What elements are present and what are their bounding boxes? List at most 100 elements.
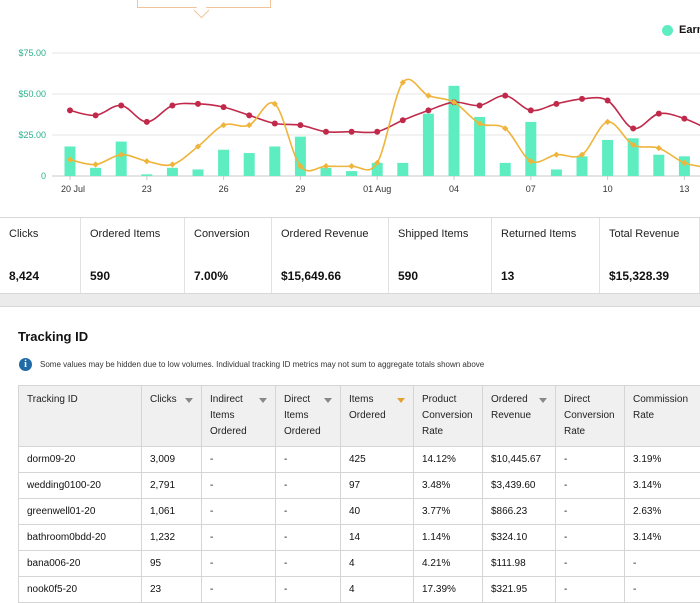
series-point[interactable] <box>528 107 534 113</box>
bar[interactable] <box>525 122 536 176</box>
series-point[interactable] <box>349 129 355 135</box>
column-header[interactable]: Commission Rate <box>625 386 700 447</box>
table-cell: - <box>556 577 625 603</box>
tracking-id-cell[interactable]: dorm09-20 <box>19 447 142 473</box>
series-point[interactable] <box>477 102 483 108</box>
column-header[interactable]: Product Conversion Rate <box>414 386 483 447</box>
column-header[interactable]: Direct Items Ordered <box>276 386 341 447</box>
tracking-id-panel: Tracking ID i Some values may be hidden … <box>0 306 700 603</box>
bar[interactable] <box>679 156 690 176</box>
x-tick-label: 10 <box>603 184 613 194</box>
series-point[interactable] <box>579 96 585 102</box>
series-point[interactable] <box>169 102 175 108</box>
metric-value: 13 <box>501 269 514 283</box>
series-point[interactable] <box>681 116 687 122</box>
series-point[interactable] <box>630 125 636 131</box>
y-tick-label: $75.00 <box>18 48 46 58</box>
series-point[interactable] <box>195 101 201 107</box>
sort-icon[interactable] <box>324 398 332 403</box>
tracking-id-cell[interactable]: nook0f5-20 <box>19 577 142 603</box>
x-tick-label: 04 <box>449 184 459 194</box>
metric-tile: Total Revenue$15,328.39 <box>600 218 700 293</box>
sort-icon[interactable] <box>185 398 193 403</box>
series-point[interactable] <box>323 129 329 135</box>
series-point[interactable] <box>553 101 559 107</box>
table-cell: $866.23 <box>483 499 556 525</box>
column-header[interactable]: Tracking ID <box>19 386 142 447</box>
series-point[interactable] <box>220 122 226 128</box>
tracking-id-cell[interactable]: bana006-20 <box>19 551 142 577</box>
bar[interactable] <box>602 140 613 176</box>
table-cell: 23 <box>142 577 202 603</box>
metric-label: Ordered Items <box>90 228 160 240</box>
bar[interactable] <box>653 155 664 176</box>
column-header[interactable]: Direct Conversion Rate <box>556 386 625 447</box>
sort-icon[interactable] <box>539 398 547 403</box>
series-point[interactable] <box>502 93 508 99</box>
series-point[interactable] <box>297 122 303 128</box>
table-cell: - <box>202 577 276 603</box>
series-point[interactable] <box>144 119 150 125</box>
series-point[interactable] <box>656 111 662 117</box>
series-point[interactable] <box>92 161 98 167</box>
series-point[interactable] <box>348 163 354 169</box>
bar[interactable] <box>141 174 152 176</box>
series-point[interactable] <box>144 158 150 164</box>
series-point[interactable] <box>553 152 559 158</box>
series-point[interactable] <box>400 117 406 123</box>
sort-icon[interactable] <box>259 398 267 403</box>
series-point[interactable] <box>169 161 175 167</box>
table-cell: 3.14% <box>625 525 700 551</box>
tracking-id-cell[interactable]: greenwell01-20 <box>19 499 142 525</box>
column-header[interactable]: Clicks <box>142 386 202 447</box>
x-tick-label: 23 <box>142 184 152 194</box>
column-header[interactable]: Ordered Revenue <box>483 386 556 447</box>
bar[interactable] <box>116 142 127 176</box>
info-notice: i Some values may be hidden due to low v… <box>19 358 484 371</box>
metric-value: 590 <box>398 269 418 283</box>
bar[interactable] <box>577 156 588 176</box>
tracking-id-cell[interactable]: bathroom0bdd-20 <box>19 525 142 551</box>
column-header[interactable]: Items Ordered <box>341 386 414 447</box>
bar[interactable] <box>346 171 357 176</box>
sort-desc-icon[interactable] <box>397 398 405 403</box>
series-point[interactable] <box>67 107 73 113</box>
series-point[interactable] <box>118 102 124 108</box>
table-cell: - <box>202 551 276 577</box>
x-tick-label: 26 <box>219 184 229 194</box>
bar[interactable] <box>397 163 408 176</box>
bar[interactable] <box>423 114 434 176</box>
series-point[interactable] <box>221 104 227 110</box>
bar[interactable] <box>167 168 178 176</box>
series-point[interactable] <box>374 129 380 135</box>
bar[interactable] <box>551 169 562 176</box>
series-point[interactable] <box>656 145 662 151</box>
bar[interactable] <box>218 150 229 176</box>
column-header[interactable]: Indirect Items Ordered <box>202 386 276 447</box>
table-cell: 1.14% <box>414 525 483 551</box>
table-cell: $10,445.67 <box>483 447 556 473</box>
series-point[interactable] <box>425 107 431 113</box>
bar[interactable] <box>269 146 280 176</box>
series-point[interactable] <box>246 112 252 118</box>
series-point[interactable] <box>93 112 99 118</box>
series-point[interactable] <box>604 119 610 125</box>
bar[interactable] <box>90 168 101 176</box>
series-point[interactable] <box>272 121 278 127</box>
series-point[interactable] <box>605 98 611 104</box>
bar[interactable] <box>193 169 204 176</box>
tracking-id-cell[interactable]: wedding0100-20 <box>19 473 142 499</box>
bar[interactable] <box>500 163 511 176</box>
table-cell: - <box>556 499 625 525</box>
table-cell: - <box>276 473 341 499</box>
bar[interactable] <box>244 153 255 176</box>
tracking-title: Tracking ID <box>18 329 88 344</box>
table-cell: 2,791 <box>142 473 202 499</box>
